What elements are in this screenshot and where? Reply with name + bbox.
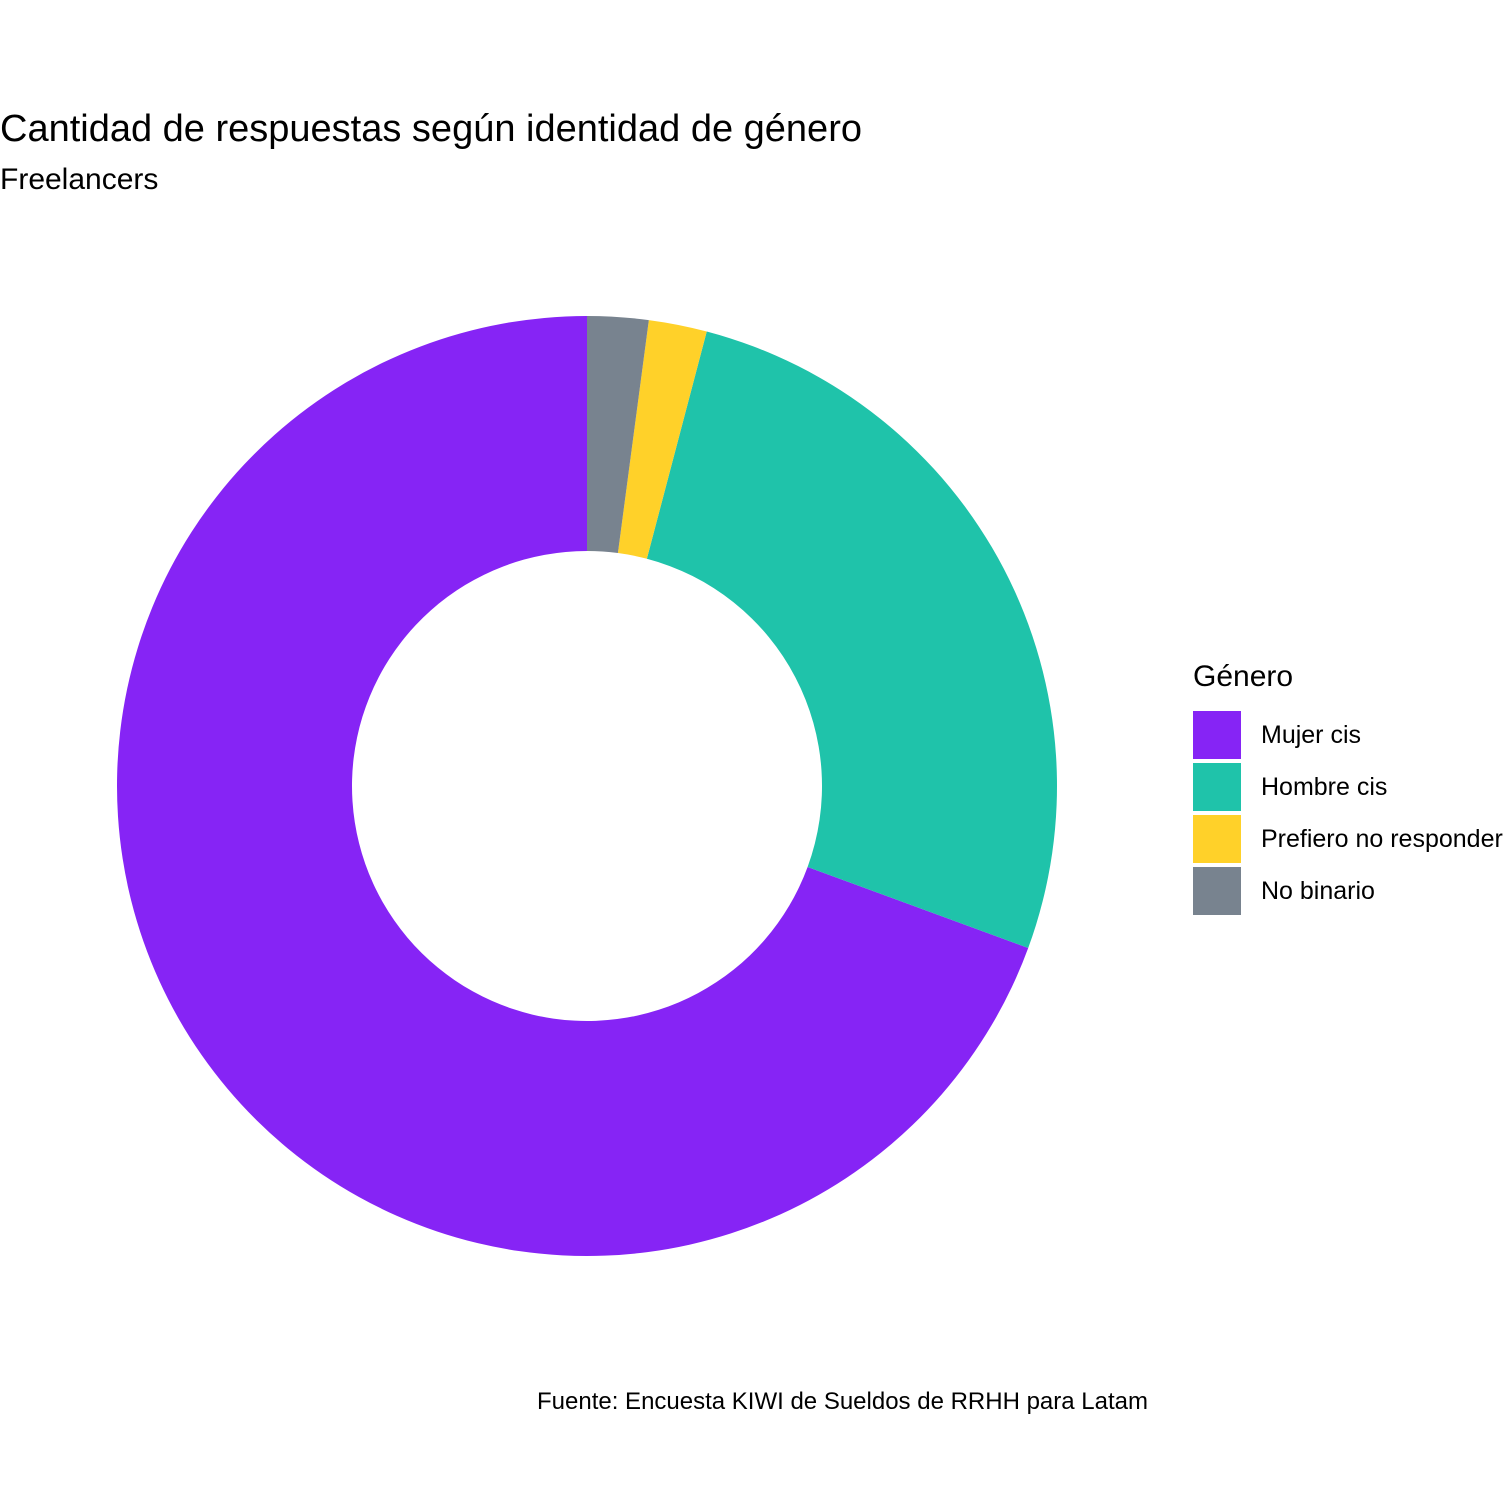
slice-mujer-cis — [116, 316, 1029, 1256]
legend-title: Género — [1193, 660, 1294, 693]
legend-item-no-binario: No binario — [1193, 865, 1503, 917]
donut-slices — [116, 316, 1057, 1256]
legend-item-mujer-cis: Mujer cis — [1193, 709, 1503, 761]
chart-subtitle: Freelancers — [0, 163, 159, 196]
legend-swatch — [1193, 815, 1241, 863]
legend-label: No binario — [1261, 876, 1375, 905]
legend-item-hombre-cis: Hombre cis — [1193, 761, 1503, 813]
slice-no-binario — [587, 316, 649, 554]
legend-swatch — [1193, 711, 1241, 759]
slice-hombre-cis — [646, 331, 1057, 948]
slice-prefiero-no-responder — [617, 320, 707, 559]
legend-label: Prefiero no responder — [1261, 824, 1503, 853]
legend: Género Mujer cis Hombre cis Prefiero no … — [1193, 657, 1503, 917]
legend-item-prefiero-no-responder: Prefiero no responder — [1193, 813, 1503, 865]
legend-label: Mujer cis — [1261, 720, 1362, 749]
legend-label: Hombre cis — [1261, 772, 1388, 801]
legend-swatch — [1193, 763, 1241, 811]
chart-caption: Fuente: Encuesta KIWI de Sueldos de RRHH… — [537, 1388, 1148, 1415]
chart-title: Cantidad de respuestas según identidad d… — [0, 108, 862, 150]
legend-swatch — [1193, 867, 1241, 915]
